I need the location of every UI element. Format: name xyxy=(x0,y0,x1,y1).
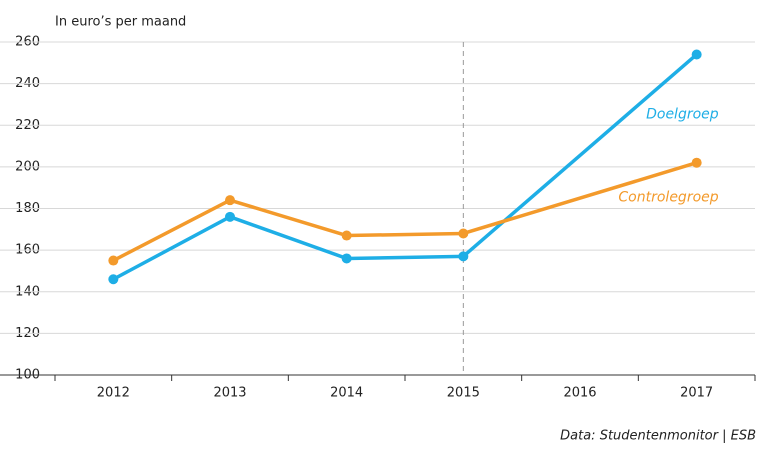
point xyxy=(225,211,235,222)
x-tick-label: 2016 xyxy=(563,386,596,401)
y-axis-label: In euro’s per maand xyxy=(55,15,186,30)
point xyxy=(691,157,702,168)
series-label: Doelgroep xyxy=(646,106,719,122)
x-tick-label: 2012 xyxy=(97,386,130,401)
point xyxy=(341,230,352,241)
point xyxy=(225,195,235,206)
point xyxy=(341,253,352,264)
point xyxy=(108,274,119,285)
point xyxy=(458,228,469,239)
x-tick-label: 2014 xyxy=(330,386,363,401)
series-label: Controlegroep xyxy=(618,190,718,206)
source: Data: Studentenmonitor | ESB xyxy=(560,429,756,444)
point xyxy=(458,251,469,262)
x-tick-label: 2017 xyxy=(680,386,713,401)
x-tick-label: 2013 xyxy=(213,386,246,401)
line xyxy=(112,161,698,263)
x-tick-label: 2015 xyxy=(447,386,480,401)
point xyxy=(691,49,702,60)
point xyxy=(108,255,119,266)
